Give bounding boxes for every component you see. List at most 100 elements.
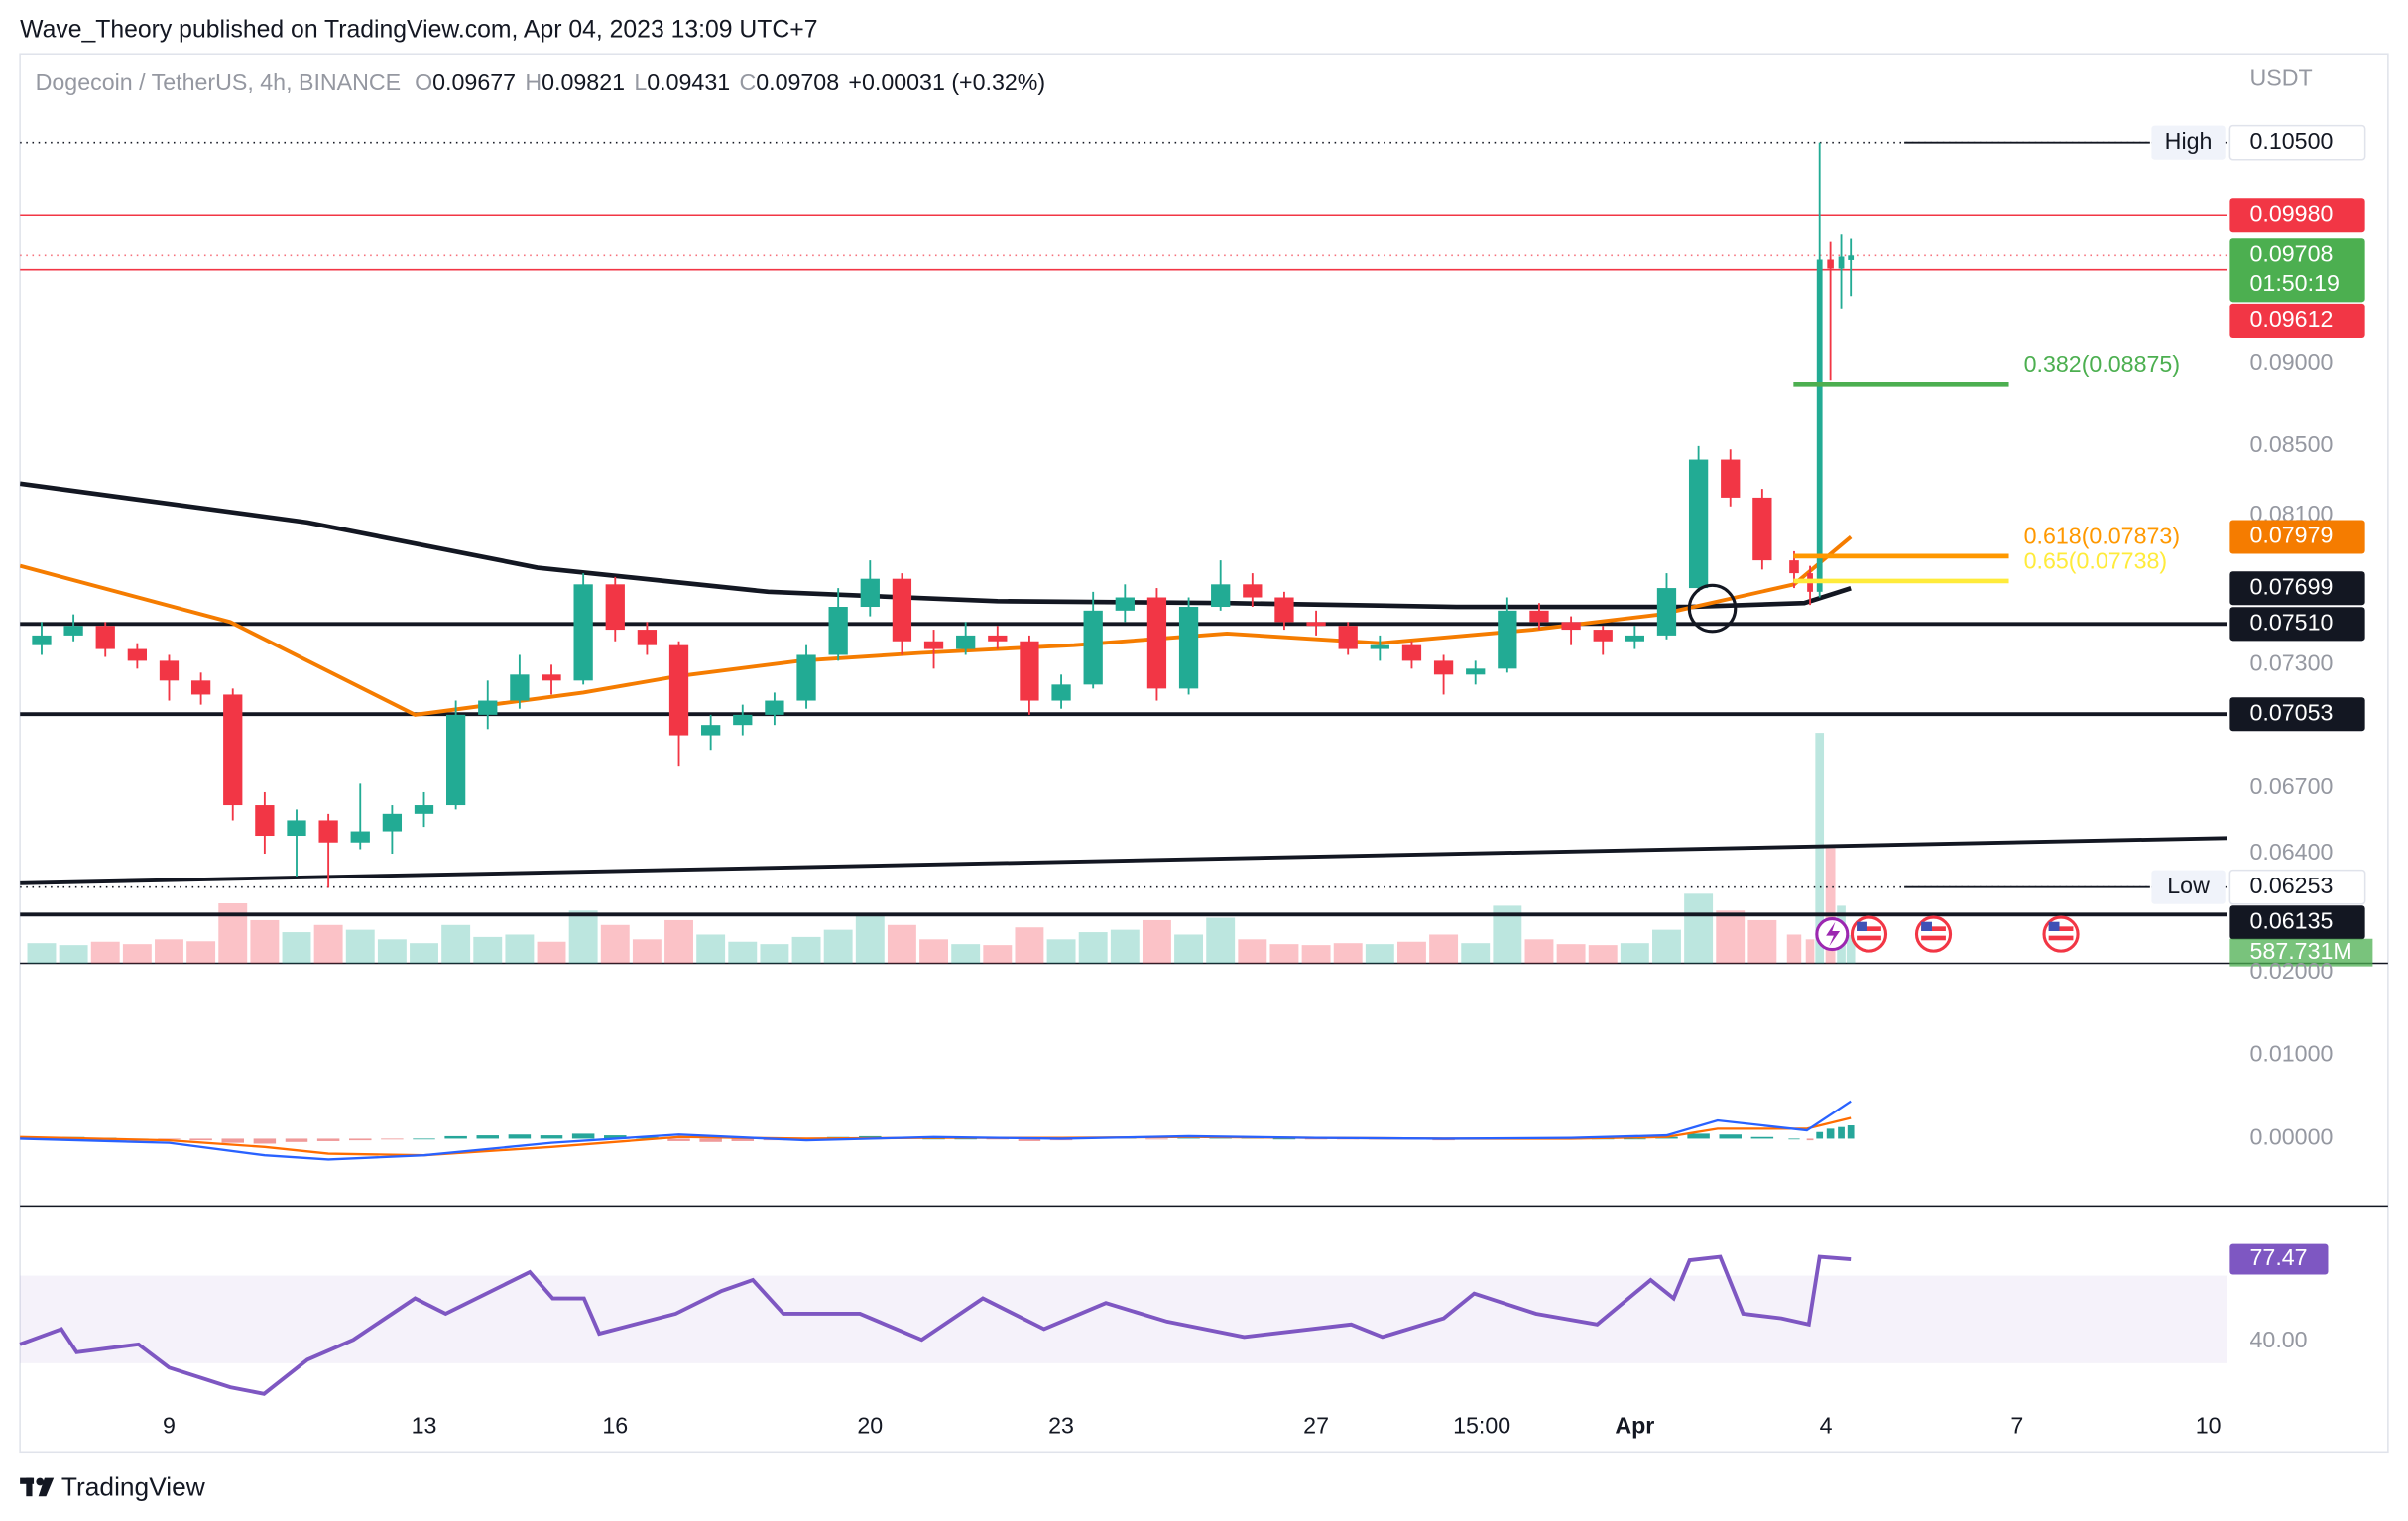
macd-histogram-bar [285, 1138, 308, 1142]
flag-canton [1857, 921, 1867, 931]
volume-bar [951, 944, 981, 964]
macd-histogram-bar [1826, 1128, 1835, 1139]
candle-body [63, 626, 83, 636]
chart-frame [19, 53, 2389, 1454]
x-tick-label: 4 [1820, 1413, 1833, 1439]
candle-body [255, 805, 275, 837]
y-tick-label: 0.09000 [2250, 349, 2334, 375]
macd-histogram-bar [986, 1138, 1010, 1140]
candle-body [1466, 668, 1486, 675]
axis-price-tag [2229, 303, 2365, 338]
macd-histogram-bar [1750, 1136, 1774, 1139]
highlight-circle [1687, 583, 1738, 634]
candle-body [573, 584, 593, 681]
x-tick-label: 9 [163, 1413, 176, 1439]
flag-icon[interactable] [1914, 915, 1953, 953]
candle-body [127, 648, 147, 661]
flag-icon[interactable] [1850, 915, 1888, 953]
macd-histogram-bar [636, 1136, 659, 1139]
volume-bar [887, 924, 916, 964]
macd-histogram-bar [954, 1138, 977, 1140]
volume-bar [1333, 943, 1363, 964]
low-marker-label: Low [2167, 873, 2210, 898]
candle-body [668, 644, 689, 736]
candle-body [1306, 622, 1326, 627]
macd-histogram-bar [571, 1133, 595, 1139]
event-icons [1815, 915, 2080, 953]
candle-body [510, 674, 530, 701]
volume-bar [1846, 935, 1856, 964]
candle-body [542, 674, 561, 681]
axis-price-tag [2229, 238, 2365, 303]
axis-price-label: 0.06135 [2250, 907, 2334, 933]
flag-stripe [1921, 935, 1946, 941]
y-tick-label: 0.07300 [2250, 650, 2334, 676]
high-marker-label: High [2165, 128, 2213, 154]
price-pane [20, 141, 2227, 964]
ohlc-letter: H [525, 69, 542, 95]
volume-label: 587.731M [2250, 938, 2352, 964]
axis-price-label: 0.09708 [2250, 240, 2334, 266]
y-tick-label: 0.08500 [2250, 431, 2334, 457]
candle-body [1020, 641, 1039, 701]
volume-bar [728, 941, 758, 964]
candle-body [1752, 497, 1772, 561]
macd-tick-label: 0.02000 [2250, 958, 2334, 984]
macd-histogram-bar [1687, 1133, 1710, 1139]
candle-body [1625, 635, 1644, 642]
layers: 0.090000.085000.081000.073000.067000.064… [19, 69, 2373, 1439]
macd-histogram-bar [1806, 1138, 1814, 1141]
volume-bar [250, 919, 280, 964]
volume-bar [1174, 934, 1204, 964]
volume-bar [1206, 917, 1236, 964]
fib-label: 0.618(0.07873) [2024, 523, 2180, 548]
volume-bar [1524, 939, 1554, 964]
volume-bar [1556, 944, 1586, 964]
volume-bar [823, 929, 853, 964]
volume-bar [1238, 939, 1267, 964]
sma-line [20, 481, 1852, 610]
volume-bar [90, 941, 120, 964]
x-tick-label: 20 [857, 1413, 883, 1439]
candle-body [223, 694, 243, 806]
volume-bar [27, 943, 57, 964]
volume-bar [441, 924, 471, 964]
macd-histogram-bar [1624, 1138, 1646, 1140]
x-tick-label: 13 [412, 1413, 437, 1439]
candle-body [637, 630, 658, 645]
macd-histogram-bar [731, 1138, 755, 1141]
axis-price-tag [2229, 571, 2365, 606]
fib-label: 0.65(0.07738) [2024, 547, 2168, 573]
ohlc-value: 0.09821 [542, 69, 625, 95]
volume-bar [345, 929, 375, 964]
candle-body [860, 578, 880, 608]
macd-histogram-bar [508, 1134, 532, 1139]
macd-histogram-bar [1018, 1138, 1041, 1141]
candle-body [414, 805, 434, 814]
axis-price-label: 0.07699 [2250, 573, 2334, 599]
macd-histogram-bar [381, 1138, 404, 1140]
macd-histogram-bar [1719, 1134, 1742, 1139]
macd-tick-label: 0.00000 [2250, 1124, 2334, 1150]
axis-price-label: 0.09980 [2250, 200, 2334, 226]
volume-bar [1110, 929, 1140, 964]
candle-body [701, 725, 721, 736]
axis-price-tag [2229, 905, 2365, 940]
candle-body [95, 626, 115, 649]
x-tick-label: 7 [2010, 1413, 2023, 1439]
candle-body [1274, 597, 1294, 623]
flag-stripe [2048, 935, 2074, 941]
fib-label: 0.382(0.08875) [2024, 351, 2180, 377]
ohlc-letter: O [415, 69, 432, 95]
low-marker-tag [2151, 870, 2226, 904]
flag-icon[interactable] [2042, 915, 2080, 953]
candle-body [1146, 597, 1167, 689]
volume-bar [1078, 932, 1108, 964]
volume-bar [1805, 939, 1815, 964]
volume-bar [1786, 934, 1802, 964]
volume-bar [1365, 944, 1394, 964]
axis-price-tag [2229, 520, 2365, 554]
candle-body [1401, 644, 1422, 661]
volume-bar [1301, 945, 1331, 964]
